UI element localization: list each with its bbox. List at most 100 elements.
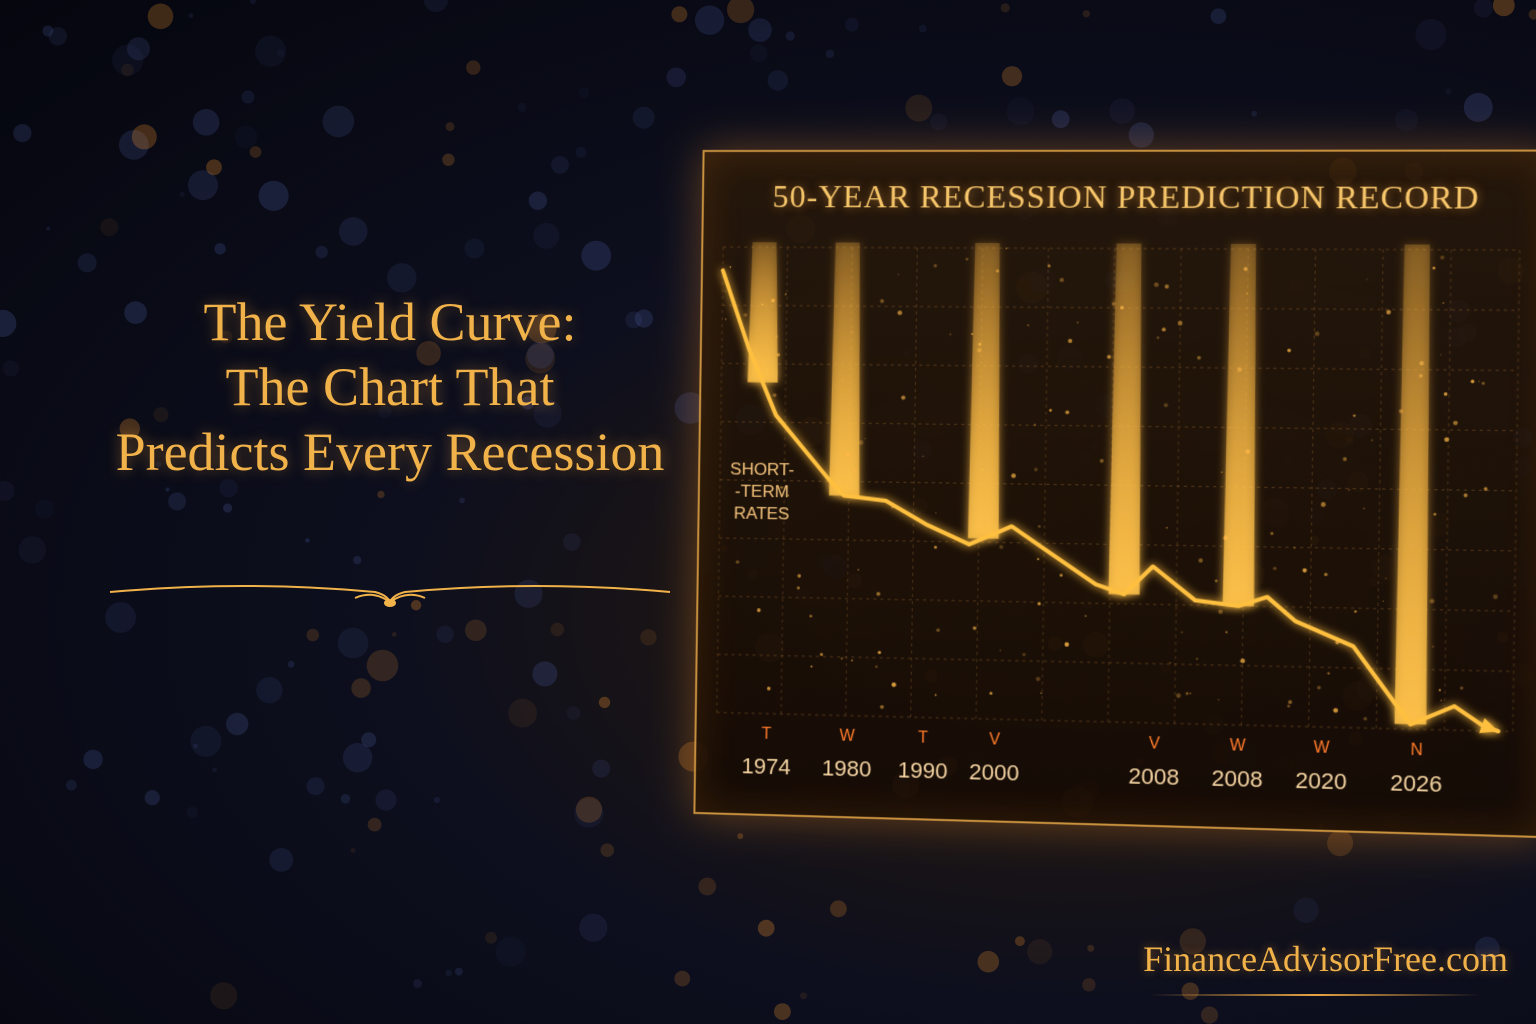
bokeh-dot xyxy=(442,154,454,166)
series-arrow-head xyxy=(1479,718,1498,734)
bokeh-dot xyxy=(338,628,369,659)
glitter-particle xyxy=(1157,336,1160,339)
glitter-particle xyxy=(935,694,937,696)
recession-spike xyxy=(1394,244,1433,724)
grid-line-h xyxy=(717,712,1513,731)
glitter-particle xyxy=(934,546,937,549)
bokeh-dot xyxy=(241,90,254,103)
glitter-particle xyxy=(767,687,771,691)
bokeh-dot xyxy=(212,768,217,773)
glitter-particle xyxy=(1440,354,1442,355)
glitter-particle xyxy=(1464,493,1468,497)
glitter-particle xyxy=(1240,658,1245,663)
glitter-particle xyxy=(1478,381,1480,382)
tick-label: 2026 xyxy=(1390,770,1442,797)
bokeh-dot xyxy=(3,360,19,376)
bokeh-dot xyxy=(323,106,355,138)
glitter-particle xyxy=(1181,631,1183,633)
bokeh-dot xyxy=(671,6,687,22)
bokeh-dot xyxy=(465,620,487,642)
bokeh-dot xyxy=(148,3,174,29)
tick-label: 1990 xyxy=(898,757,948,784)
glitter-particle xyxy=(1353,414,1356,416)
bokeh-dot xyxy=(250,146,262,158)
bokeh-dot xyxy=(698,878,716,896)
glitter-particle xyxy=(725,291,726,292)
bokeh-dot xyxy=(339,217,368,246)
bokeh-dot xyxy=(223,503,232,512)
grid-line-h xyxy=(718,596,1514,611)
tick-mark: T xyxy=(918,729,928,746)
bokeh-dot xyxy=(343,743,372,772)
bokeh-dot xyxy=(666,68,686,88)
glitter-particle xyxy=(1068,339,1072,343)
bokeh-dot xyxy=(532,661,557,686)
glitter-particle xyxy=(1186,692,1189,695)
glitter-particle xyxy=(1060,278,1064,282)
bokeh-dot xyxy=(190,726,221,757)
glitter-particle xyxy=(1169,662,1170,663)
bokeh-dot xyxy=(100,218,118,236)
glitter-particle xyxy=(1189,693,1191,695)
glitter-particle xyxy=(1460,686,1463,689)
bokeh-dot xyxy=(737,833,743,839)
glitter-particle xyxy=(1225,631,1227,633)
glitter-particle xyxy=(875,665,878,668)
bokeh-dot xyxy=(830,900,847,917)
bokeh-dot xyxy=(919,25,927,33)
site-url: FinanceAdvisorFree.com xyxy=(1143,938,1508,980)
bokeh-dot xyxy=(351,678,371,698)
chart-panel: 50-YEAR RECESSION PREDICTION RECORD SHOR… xyxy=(693,150,1536,839)
bokeh-dot xyxy=(387,263,416,292)
bokeh-dot xyxy=(466,60,480,74)
glitter-particle xyxy=(973,626,977,630)
glitter-particle xyxy=(1440,256,1444,260)
glitter-particle xyxy=(1064,642,1069,647)
bokeh-dot xyxy=(445,970,452,977)
glitter-particle xyxy=(1065,410,1069,414)
glitter-particle xyxy=(999,650,1001,652)
bokeh-dot xyxy=(1327,830,1353,856)
glitter-particle xyxy=(901,396,905,400)
glitter-particle xyxy=(1218,699,1219,700)
bokeh-dot xyxy=(496,937,526,967)
bokeh-dot xyxy=(0,310,16,337)
glitter-particle xyxy=(1363,508,1364,509)
bokeh-dot xyxy=(1474,0,1493,18)
bokeh-dot xyxy=(455,968,463,976)
glitter-particle xyxy=(1363,717,1367,721)
bokeh-dot xyxy=(206,159,222,175)
bokeh-dot xyxy=(1082,978,1095,991)
bokeh-dot xyxy=(269,848,293,872)
site-underline xyxy=(1150,994,1480,996)
glitter-particle xyxy=(1273,567,1277,571)
glitter-particle xyxy=(1317,686,1321,690)
bokeh-dot xyxy=(465,239,485,259)
glitter-particle xyxy=(1327,672,1330,675)
bokeh-dot xyxy=(930,113,947,130)
bokeh-dot xyxy=(845,18,859,32)
bokeh-dot xyxy=(1446,88,1452,94)
bokeh-dot xyxy=(750,45,768,63)
glitter-particle xyxy=(725,318,727,320)
chart: SHORT--TERMRATES T W T V V W W N 1974 1980 1990 2000… xyxy=(695,152,1536,836)
grid-line-h xyxy=(718,654,1514,671)
bokeh-dot xyxy=(518,103,527,112)
recession-spike xyxy=(1109,243,1145,594)
bokeh-dot xyxy=(1416,19,1447,50)
glitter-particle xyxy=(736,560,740,564)
grid-line-v xyxy=(781,247,788,714)
tick-mark: W xyxy=(1313,739,1330,757)
bokeh-dot xyxy=(210,982,237,1009)
glitter-particle xyxy=(1218,609,1223,614)
bokeh-dot xyxy=(413,979,422,988)
glitter-particle xyxy=(1049,409,1052,412)
glitter-particle xyxy=(880,705,884,709)
glitter-particle xyxy=(1493,594,1498,599)
glitter-particle xyxy=(1440,700,1442,701)
glitter-particle xyxy=(1085,615,1087,617)
bokeh-dot xyxy=(112,45,143,76)
bokeh-dot xyxy=(727,0,754,23)
bokeh-dot xyxy=(1493,0,1515,16)
bokeh-dot xyxy=(563,533,581,551)
